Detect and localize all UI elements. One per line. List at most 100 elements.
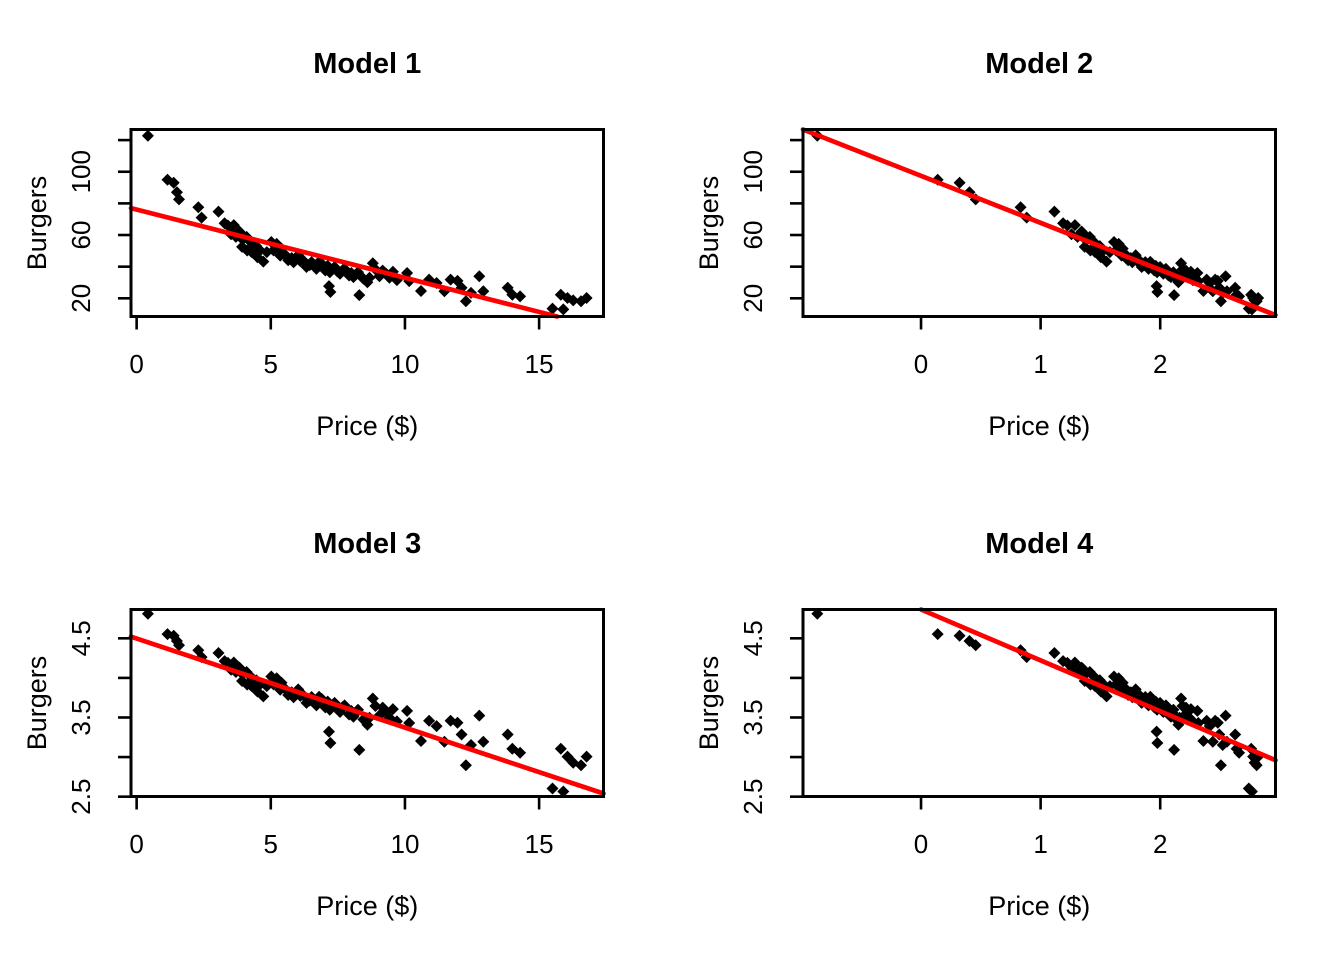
model-4-y-axis: 2.5 3.5 4.5	[738, 620, 803, 815]
data-point	[931, 628, 944, 641]
model-2-title: Model 2	[985, 48, 1093, 80]
model-2-regression-line	[800, 127, 1278, 318]
data-point	[1048, 647, 1061, 659]
data-point	[953, 629, 966, 642]
model-1-chart: 0 5 10 15 20 60 100 Model 1 Price ($) Burgers	[22, 48, 605, 441]
data-point	[514, 746, 527, 759]
data-point	[1094, 685, 1107, 698]
data-point	[1219, 270, 1232, 283]
data-point	[275, 676, 288, 689]
model-2-chart: 0 1 2 20 60 100 Model 2 Price ($) Burgers	[694, 48, 1278, 441]
model-3-y-tick-label: 2.5	[66, 779, 96, 815]
model-2-x-tick-label: 1	[1033, 349, 1047, 379]
data-point	[292, 683, 305, 696]
data-point	[1150, 725, 1163, 738]
data-point	[1191, 704, 1204, 717]
model-2-x-tick-label: 0	[914, 349, 928, 379]
data-point	[212, 647, 225, 659]
model-1-y-tick-label: 60	[66, 221, 96, 250]
model-1-panel: 0 5 10 15 20 60 100 Model 1 Price ($) Burgers	[0, 0, 672, 480]
data-point	[546, 782, 559, 795]
data-point	[347, 710, 360, 723]
model-3-chart: 0 5 10 15 2.5 3.5 4.5 Model 3 Price ($) Burgers	[22, 528, 606, 921]
data-point	[554, 742, 567, 755]
data-point	[270, 672, 283, 685]
model-3-x-axis: 0 5 10 15	[129, 796, 554, 859]
model-3-x-tick-label: 15	[525, 829, 554, 859]
data-point	[1206, 735, 1219, 748]
data-point	[167, 629, 180, 642]
data-point	[1151, 286, 1164, 298]
data-point	[567, 294, 580, 307]
model-1-x-tick-label: 5	[264, 349, 278, 379]
model-4-y-tick-label: 2.5	[738, 779, 768, 815]
model-3-y-axis: 2.5 3.5 4.5	[66, 620, 131, 815]
data-point	[477, 285, 490, 298]
model-3-title: Model 3	[313, 528, 421, 560]
data-point	[451, 716, 464, 729]
model-2-y-axis-label: Burgers	[694, 176, 724, 271]
data-point	[514, 290, 527, 303]
model-1-regression-line	[128, 205, 560, 319]
data-point	[580, 292, 593, 304]
model-3-x-tick-label: 10	[390, 829, 419, 859]
model-3-y-axis-label: Burgers	[22, 656, 52, 751]
model-1-scatter-points	[141, 129, 593, 316]
data-point	[1100, 255, 1113, 268]
model-2-y-tick-label: 100	[738, 150, 768, 193]
data-point	[1014, 201, 1027, 214]
data-point	[1242, 782, 1255, 795]
data-point	[1167, 703, 1180, 716]
data-point	[455, 728, 468, 741]
data-point	[141, 129, 154, 142]
data-point	[1097, 678, 1110, 691]
data-point	[1048, 205, 1061, 218]
data-point	[415, 285, 427, 297]
model-4-y-axis-label: Burgers	[694, 656, 724, 751]
model-4-chart: 0 1 2 2.5 3.5 4.5 Model 4 Price ($) Burgers	[694, 528, 1278, 921]
data-point	[580, 750, 593, 763]
data-point	[506, 288, 519, 301]
model-4-y-tick-label: 4.5	[738, 620, 768, 656]
data-point	[969, 639, 982, 652]
data-point	[212, 205, 225, 218]
data-point	[423, 714, 436, 727]
data-point	[192, 201, 205, 214]
data-point	[401, 704, 414, 717]
data-point	[1061, 656, 1074, 669]
data-point	[1211, 716, 1224, 729]
data-point	[260, 680, 273, 693]
data-point	[1219, 709, 1232, 722]
data-point	[1083, 666, 1096, 678]
data-point	[1214, 759, 1227, 772]
data-point	[173, 193, 185, 206]
model-1-y-tick-label: 100	[66, 150, 96, 193]
data-point	[257, 255, 270, 268]
data-point	[557, 303, 570, 316]
model-2-y-tick-label: 60	[738, 221, 768, 250]
model-4-scatter-points	[811, 607, 1265, 798]
model-4-y-tick-label: 3.5	[738, 699, 768, 735]
data-point	[1168, 743, 1181, 756]
model-3-x-tick-label: 5	[264, 829, 278, 859]
model-4-x-axis-label: Price ($)	[988, 891, 1090, 921]
data-point	[1100, 690, 1113, 703]
data-point	[1068, 656, 1081, 669]
data-point	[323, 703, 336, 716]
model-1-title: Model 1	[313, 48, 421, 80]
data-point	[1175, 692, 1188, 705]
data-point	[167, 176, 180, 189]
data-point	[546, 302, 559, 315]
data-point	[1172, 718, 1185, 731]
data-point	[323, 725, 335, 738]
data-point	[1252, 292, 1265, 304]
data-point	[386, 703, 399, 716]
data-point	[1191, 267, 1204, 279]
model-1-x-axis-label: Price ($)	[316, 411, 418, 441]
data-point	[459, 295, 472, 308]
data-point	[430, 720, 443, 733]
model-4-regression-line	[918, 607, 1278, 763]
data-point	[1250, 759, 1263, 772]
model-1-x-tick-label: 10	[390, 349, 419, 379]
